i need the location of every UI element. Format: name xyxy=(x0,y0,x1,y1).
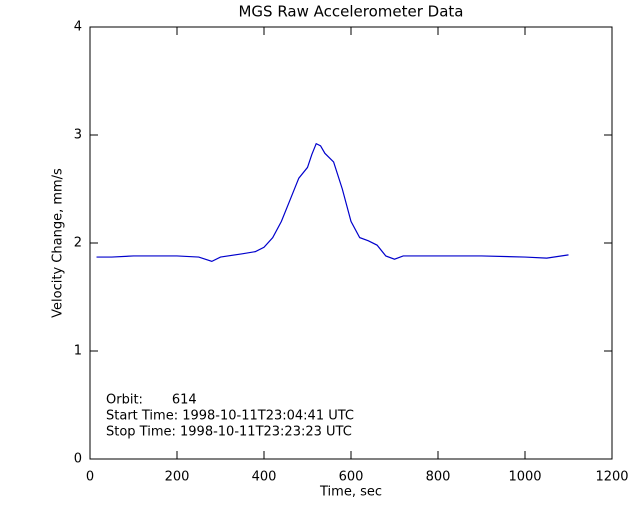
y-tick-label: 2 xyxy=(74,236,82,251)
x-tick-label: 1000 xyxy=(508,470,541,485)
x-tick-label: 0 xyxy=(86,470,94,485)
x-axis-label: Time, sec xyxy=(319,485,382,500)
x-tick-label: 600 xyxy=(339,470,364,485)
x-tick-label: 200 xyxy=(165,470,190,485)
y-tick-label: 3 xyxy=(74,128,82,143)
annotation: Stop Time: 1998-10-11T23:23:23 UTC xyxy=(106,425,352,440)
y-axis-label: Velocity Change, mm/s xyxy=(51,168,66,318)
x-tick-label: 800 xyxy=(426,470,451,485)
annotation: Start Time: 1998-10-11T23:04:41 UTC xyxy=(106,409,354,424)
data-line xyxy=(96,142,569,263)
annotation: Orbit: 614 xyxy=(106,393,197,408)
y-tick-label: 0 xyxy=(74,452,82,467)
x-tick-label: 400 xyxy=(252,470,277,485)
chart-title: MGS Raw Accelerometer Data xyxy=(238,3,463,21)
y-tick-label: 4 xyxy=(74,20,82,35)
x-tick-label: 1200 xyxy=(595,470,628,485)
y-tick-label: 1 xyxy=(74,344,82,359)
